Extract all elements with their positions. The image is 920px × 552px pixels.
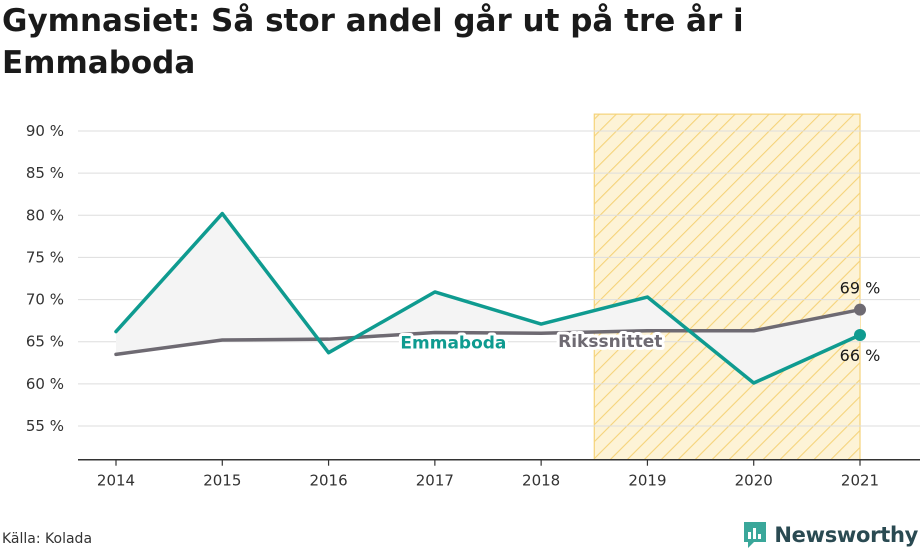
highlight-band-hatch (593, 113, 861, 461)
x-tick-label: 2018 (522, 472, 560, 490)
emmaboda-end-marker (854, 328, 866, 341)
y-tick-label: 70 % (26, 291, 64, 309)
x-tick-label: 2020 (735, 472, 773, 490)
emmaboda-end-label: 66 % (840, 346, 881, 365)
difference-area (116, 213, 860, 384)
emmaboda-line (114, 211, 862, 385)
riksnittet-end-label: 69 % (840, 279, 881, 298)
y-tick-label: 65 % (26, 333, 64, 351)
source-note: Källa: Kolada (2, 531, 93, 547)
x-tick-label: 2014 (97, 472, 135, 490)
chart-title: Gymnasiet: Så stor andel går ut på tre å… (2, 3, 744, 81)
x-tick-label: 2021 (841, 472, 879, 490)
y-tick-label: 60 % (26, 375, 64, 393)
emmaboda-series-label-halo: Emmaboda (400, 334, 506, 354)
brand-logo: Newsworthy (742, 520, 918, 550)
y-tick-label: 80 % (26, 206, 64, 224)
x-tick-label: 2019 (628, 472, 666, 490)
brand-name: Newsworthy (774, 523, 918, 547)
y-tick-label: 55 % (26, 417, 64, 435)
emmaboda-series-label: Emmaboda (400, 334, 506, 354)
newsworthy-logo-icon (744, 522, 767, 548)
riksnittet-end-marker (854, 303, 866, 316)
x-tick-label: 2015 (203, 472, 241, 490)
riksnittet-series-label: Rikssnittet (558, 332, 662, 352)
x-tick-label: 2016 (309, 472, 347, 490)
riksnittet-series-label-halo: Rikssnittet (558, 332, 662, 352)
x-tick-label: 2017 (416, 472, 454, 490)
y-tick-label: 75 % (26, 248, 64, 266)
riksnittet-line (114, 307, 862, 357)
y-tick-label: 85 % (26, 164, 64, 182)
y-tick-label: 90 % (26, 122, 64, 140)
